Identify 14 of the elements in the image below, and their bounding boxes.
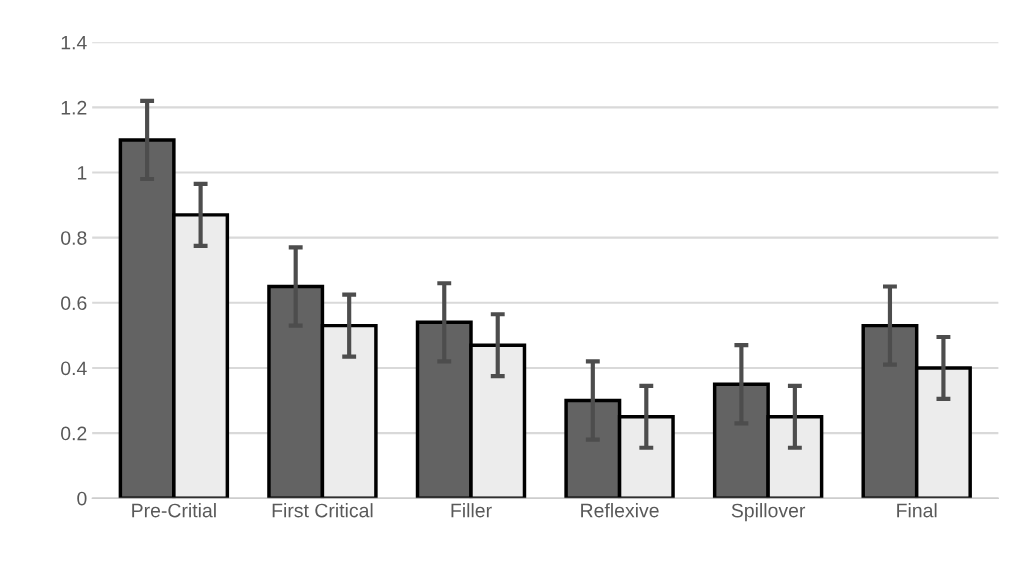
x-tick-label: Spillover <box>731 503 806 522</box>
x-tick-label: Filler <box>451 503 492 518</box>
x-tick-label: Pre-Critial <box>132 503 216 518</box>
y-tick-label: 0.8 <box>61 231 87 245</box>
y-tick-label: 0.2 <box>61 426 87 441</box>
y-tick-label: 0.4 <box>61 361 87 376</box>
x-tick-label: First Critical <box>272 503 373 518</box>
x-tick-label: Reflexive <box>581 503 659 518</box>
y-tick-label: 0.6 <box>61 296 87 311</box>
y-tick-label: 0 <box>77 491 87 506</box>
x-tick-label: Final <box>897 503 937 518</box>
y-tick-label: 1 <box>77 166 87 180</box>
y-tick-label: 1.2 <box>61 100 87 115</box>
y-tick-label: 1.4 <box>61 35 87 50</box>
